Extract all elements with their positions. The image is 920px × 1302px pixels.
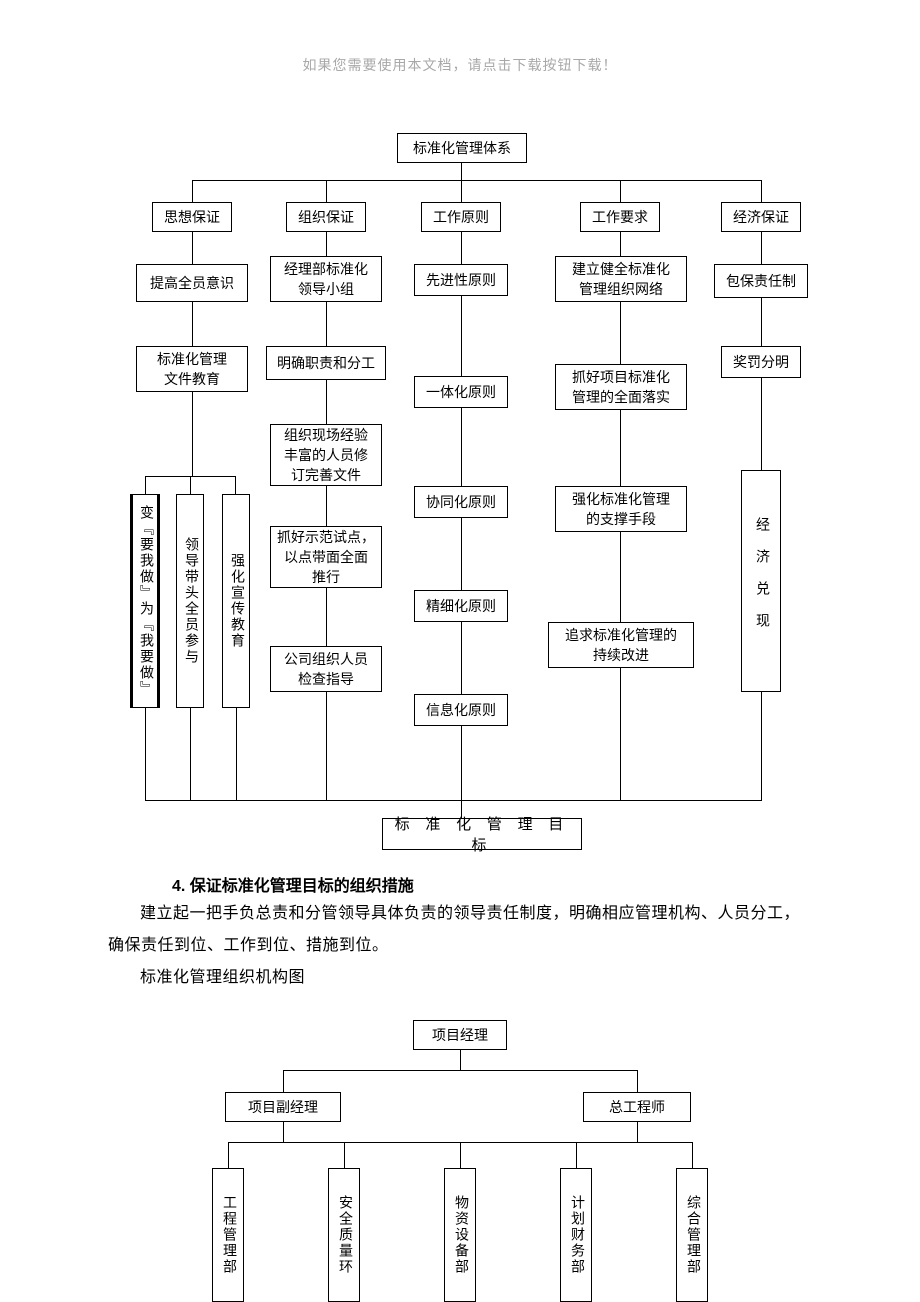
d1-c2-n1: 经理部标准化 领导小组	[270, 256, 382, 302]
d1-c4-head: 工作要求	[580, 202, 660, 232]
d1-c4-n4: 追求标准化管理的 持续改进	[548, 622, 694, 668]
d2-l2-a: 项目副经理	[225, 1092, 341, 1122]
d1-title: 标准化管理体系	[397, 133, 527, 163]
d1-c1-head: 思想保证	[152, 202, 232, 232]
d1-c5-n1: 包保责任制	[714, 264, 808, 298]
d1-c2-head: 组织保证	[286, 202, 366, 232]
d1-c1-n1: 提高全员意识	[136, 264, 248, 302]
d2-root: 项目经理	[413, 1020, 507, 1050]
d1-c1-n2: 标准化管理 文件教育	[136, 346, 248, 392]
d1-c4-n3: 强化标准化管理 的支撑手段	[555, 486, 687, 532]
d1-c5-head: 经济保证	[721, 202, 801, 232]
para1: 建立起一把手负总责和分管领导具体负责的领导责任制度，明确相应管理机构、人员分工，…	[108, 898, 814, 962]
d1-c3-head: 工作原则	[421, 202, 501, 232]
section-heading: 4. 保证标准化管理目标的组织措施	[172, 872, 414, 896]
d1-c1-v3: 强化宣传教育	[222, 494, 250, 708]
d2-l3-c: 物资设备部	[444, 1168, 476, 1302]
d1-c5-v1: 经济兑现	[741, 470, 781, 692]
d1-c3-n3: 协同化原则	[414, 486, 508, 518]
d1-c4-n2: 抓好项目标准化 管理的全面落实	[555, 364, 687, 410]
d1-c4-n1: 建立健全标准化 管理组织网络	[555, 256, 687, 302]
d2-l2-b: 总工程师	[583, 1092, 691, 1122]
d2-l3-d: 计划财务部	[560, 1168, 592, 1302]
d1-c3-n4: 精细化原则	[414, 590, 508, 622]
para2: 标准化管理组织机构图	[108, 962, 305, 994]
d1-c1-v2: 领导带头全员参与	[176, 494, 204, 708]
d1-c2-n5: 公司组织人员 检查指导	[270, 646, 382, 692]
d2-l3-b: 安全质量环	[328, 1168, 360, 1302]
d1-bottom: 标 准 化 管 理 目 标	[382, 818, 582, 850]
d2-l3-a: 工程管理部	[212, 1168, 244, 1302]
d1-c5-n2: 奖罚分明	[721, 346, 801, 378]
d1-c1-v1: 变﹃要我做﹄为﹃我要做﹄	[130, 494, 160, 708]
d1-c2-n2: 明确职责和分工	[266, 346, 386, 380]
d2-l3-e: 综合管理部	[676, 1168, 708, 1302]
d1-c2-n4: 抓好示范试点， 以点带面全面 推行	[270, 526, 382, 588]
d1-c2-n3: 组织现场经验 丰富的人员修 订完善文件	[270, 424, 382, 486]
header-note: 如果您需要使用本文档，请点击下载按钮下载！	[0, 55, 920, 75]
d1-c3-n1: 先进性原则	[414, 264, 508, 296]
d1-c3-n2: 一体化原则	[414, 376, 508, 408]
d1-c3-n5: 信息化原则	[414, 694, 508, 726]
